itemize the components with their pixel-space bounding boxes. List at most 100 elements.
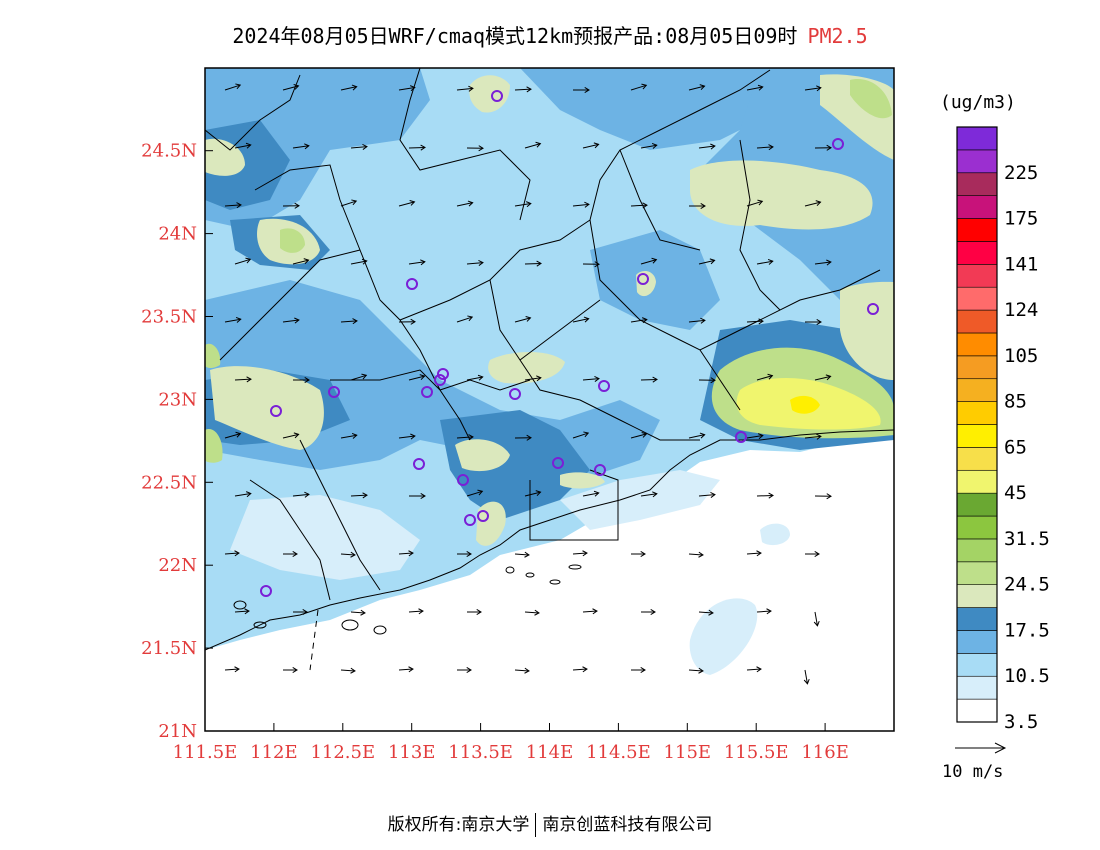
wind-arrow-head bbox=[814, 550, 820, 558]
wind-arrow-head bbox=[582, 666, 588, 673]
legend-label: 85 bbox=[1004, 391, 1027, 413]
wind-arrow-head bbox=[350, 667, 356, 674]
monitoring-site-marker bbox=[832, 138, 844, 150]
lon-tick-label: 115E bbox=[664, 742, 712, 763]
wind-arrow-head bbox=[352, 318, 358, 325]
wind-arrow-shaft bbox=[398, 552, 414, 555]
wind-arrow-head bbox=[757, 433, 764, 440]
wind-arrow-head bbox=[826, 144, 832, 151]
boundary-line bbox=[619, 149, 701, 251]
lon-tick-label: 115.5E bbox=[724, 742, 789, 763]
wind-arrow-shaft bbox=[514, 669, 530, 672]
legend-label: 10.5 bbox=[1004, 665, 1050, 687]
wind-arrow-shaft bbox=[572, 552, 588, 555]
wind-arrow-head bbox=[698, 667, 704, 674]
wind-arrow-head bbox=[246, 376, 252, 383]
legend-swatch bbox=[956, 584, 998, 608]
wind-arrow-shaft bbox=[340, 86, 357, 91]
wind-arrow-shaft bbox=[408, 375, 425, 381]
wind-arrow-shaft bbox=[688, 669, 704, 672]
wind-arrow-head bbox=[525, 315, 532, 322]
wind-arrow-shaft bbox=[746, 200, 763, 207]
legend-swatch bbox=[956, 447, 998, 471]
boundary-line bbox=[330, 369, 441, 391]
wind-arrow-head bbox=[583, 431, 590, 438]
pale-green-patch bbox=[690, 160, 873, 230]
wind-arrow-head bbox=[361, 373, 368, 380]
wind-arrow-head bbox=[292, 666, 298, 674]
wind-arrow-head bbox=[477, 489, 484, 496]
legend-swatch bbox=[956, 675, 998, 700]
wind-arrow-shaft bbox=[572, 432, 589, 439]
wind-arrow-shaft bbox=[224, 552, 240, 555]
legend-label: 225 bbox=[1004, 162, 1038, 184]
island bbox=[568, 564, 582, 570]
boundary-line bbox=[219, 249, 361, 361]
legend-swatch bbox=[956, 195, 998, 219]
wind-arrow-shaft bbox=[688, 319, 705, 323]
wind-arrow-head bbox=[294, 202, 300, 209]
island bbox=[341, 619, 359, 631]
coastline bbox=[205, 429, 894, 651]
wind-arrow-shaft bbox=[514, 553, 530, 556]
wind-arrow-head bbox=[816, 433, 822, 440]
wind-arrow-head bbox=[410, 318, 416, 325]
legend-label: 17.5 bbox=[1004, 619, 1050, 641]
wind-arrow-head bbox=[525, 201, 532, 208]
wind-arrow-shaft bbox=[224, 318, 241, 323]
wind-arrow-shaft bbox=[350, 374, 367, 381]
wind-arrow-shaft bbox=[814, 375, 831, 381]
wind-arrow-head bbox=[360, 609, 366, 616]
copyright-owner: 版权所有:南京大学 bbox=[387, 815, 530, 835]
wind-arrow-head bbox=[535, 490, 542, 497]
wind-arrow-head bbox=[803, 678, 810, 685]
wind-arrow-head bbox=[351, 432, 358, 439]
wind-arrow-head bbox=[640, 666, 646, 674]
wind-arrow-shaft bbox=[398, 87, 415, 91]
lon-tick-label: 112E bbox=[250, 742, 298, 763]
wind-arrow-shaft bbox=[746, 668, 762, 671]
lat-tick-label: 22N bbox=[158, 555, 197, 576]
wind-vectors bbox=[224, 83, 832, 685]
wind-arrow-shaft bbox=[640, 493, 657, 497]
wind-arrow-head bbox=[583, 316, 590, 323]
wind-arrow-shaft bbox=[688, 553, 704, 556]
wind-arrow-shaft bbox=[804, 87, 821, 91]
wind-arrow-shaft bbox=[282, 319, 299, 323]
wind-arrow-head bbox=[815, 200, 822, 207]
boundary-line bbox=[399, 68, 531, 221]
legend-swatch bbox=[956, 332, 998, 357]
boundary-line bbox=[739, 139, 781, 311]
lon-tick-label: 114E bbox=[526, 742, 574, 763]
title-main: 2024年08月05日WRF/cmaq模式12km预报产品:08月05日09时 bbox=[232, 24, 798, 48]
monitoring-site-marker bbox=[437, 368, 449, 380]
monitoring-site-marker bbox=[270, 405, 282, 417]
wind-arrow-head bbox=[699, 84, 706, 91]
wind-arrow-shaft bbox=[292, 493, 309, 497]
legend-unit: (ug/m3) bbox=[940, 92, 1016, 113]
wind-arrow-shaft bbox=[746, 86, 763, 91]
wind-arrow-shaft bbox=[224, 84, 241, 91]
boundary-line bbox=[439, 379, 531, 391]
wind-arrow-head bbox=[651, 257, 658, 264]
green-patch bbox=[280, 228, 305, 253]
wind-arrow-shaft bbox=[572, 318, 589, 323]
wind-arrow-head bbox=[524, 667, 530, 674]
legend-label: 3.5 bbox=[1004, 711, 1038, 733]
bright-yellow-patch bbox=[790, 395, 820, 414]
legend-swatch bbox=[956, 630, 998, 654]
lon-tick-label: 116E bbox=[801, 742, 849, 763]
legend-label: 175 bbox=[1004, 208, 1038, 230]
wind-arrow-head bbox=[700, 317, 706, 324]
legend-swatch bbox=[956, 607, 998, 631]
wind-arrow-head bbox=[420, 492, 426, 500]
footer-divider bbox=[535, 813, 537, 837]
wind-arrow-head bbox=[593, 490, 600, 497]
wind-arrow-shaft bbox=[640, 378, 658, 381]
wind-arrow-head bbox=[478, 145, 484, 152]
wind-arrow-shaft bbox=[398, 668, 414, 671]
wind-arrow-shaft bbox=[350, 494, 368, 497]
wind-arrow-shaft bbox=[814, 261, 831, 265]
legend-label: 124 bbox=[1004, 299, 1038, 321]
wind-arrow-shaft bbox=[524, 491, 541, 497]
